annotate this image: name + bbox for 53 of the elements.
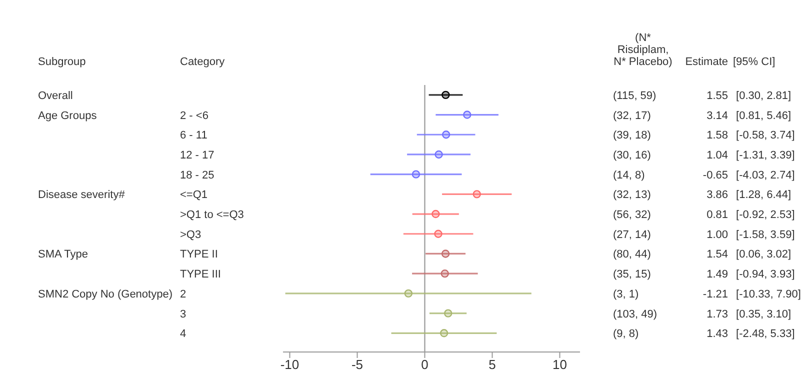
y-tick-label: 6 - 11 [180, 130, 208, 142]
y-tick-label: TYPE II [180, 248, 218, 261]
point [434, 230, 442, 238]
x-tick-label: 0 [421, 357, 428, 372]
y-tick-label: <=Q1 [180, 189, 208, 202]
text: Category [180, 56, 225, 68]
category-label: (27, 14) 1.00 [-1.58, 3.59] [613, 228, 795, 241]
point [442, 90, 450, 100]
point [472, 190, 481, 198]
point [440, 329, 448, 338]
category-label: (39, 18) 1.58 [-0.58, 3.74] [613, 130, 795, 142]
text: Subgroup [38, 56, 86, 68]
point [434, 150, 443, 159]
y-tick-label: 12 - 17 [180, 149, 214, 162]
point [463, 110, 472, 119]
category-label: (32, 17) 3.14 [0.81, 5.46] [613, 110, 792, 122]
x-tick-label: 5 [488, 357, 496, 372]
point [432, 210, 440, 218]
category-label: (9, 8) 1.43 [-2.48, 5.33] [613, 328, 795, 340]
category-label: (103, 49) 1.73 [0.35, 3.10] [613, 308, 792, 320]
y-tick-label: >Q3 [180, 228, 202, 241]
category-label: (30, 16) 1.04 [-1.31, 3.39] [613, 149, 795, 162]
y-tick-label: 3 [180, 308, 186, 320]
category-label: Age Groups [38, 110, 97, 122]
category-label: (56, 32) 0.81 [-0.92, 2.53] [613, 209, 795, 222]
y-tick-label: 18 - 25 [180, 169, 214, 182]
y-tick-label: 2 [180, 288, 186, 300]
point [441, 250, 450, 258]
category-label: (3, 1) -1.21 [-10.33, 7.90] [613, 288, 801, 300]
point [440, 269, 449, 278]
x-tick-label: 10 [552, 357, 567, 372]
point [412, 170, 420, 178]
category-label: (115, 59) 1.55 [0.30, 2.81] [613, 90, 792, 102]
text: [95% CI] [733, 56, 776, 68]
x-tick-label: -5 [351, 357, 364, 372]
y-tick-label: 4 [180, 328, 186, 340]
category-label: (32, 13) 3.86 [1.28, 6.44] [613, 189, 792, 202]
y-tick-label: 2 - <6 [180, 110, 208, 122]
category-label: Overall [38, 90, 73, 102]
text: Estimate [684, 56, 728, 68]
point [444, 309, 452, 318]
category-label: (35, 15) 1.49 [-0.94, 3.93] [613, 268, 795, 281]
category-label: SMA Type [38, 248, 88, 261]
category-label: (80, 44) 1.54 [0.06, 3.02] [613, 248, 792, 261]
y-tick-label: TYPE III [180, 268, 221, 281]
category-label: SMN2 Copy No (Genotype) [38, 288, 172, 300]
x-tick-label: -10 [280, 357, 300, 372]
text: (N* Risdiplam, N* Placebo) [612, 32, 674, 68]
category-label: Disease severity# [38, 189, 125, 202]
point [404, 289, 413, 298]
point [442, 130, 450, 139]
category-label: (14, 8) -0.65 [-4.03, 2.74] [613, 169, 795, 182]
y-tick-label: >Q1 to <=Q3 [180, 209, 244, 222]
